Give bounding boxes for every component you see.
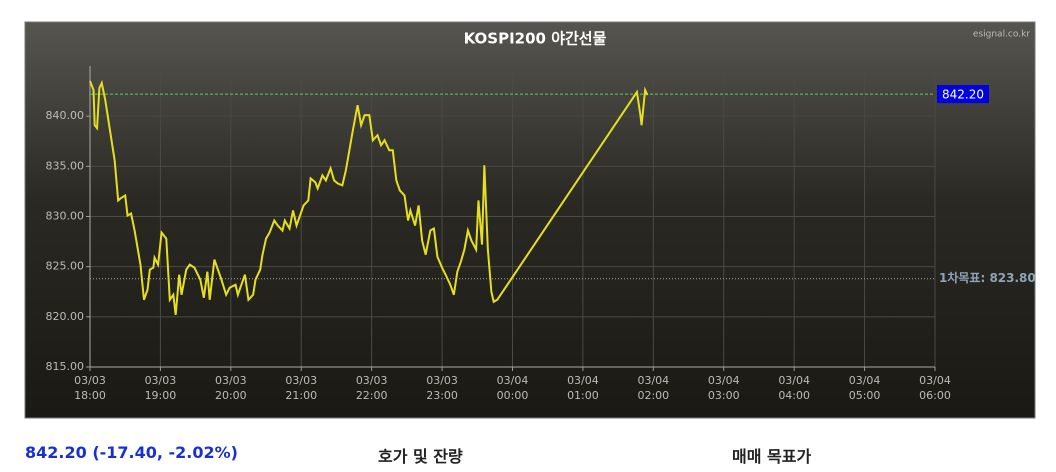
x-tick-time: 03:00 (708, 389, 740, 402)
y-tick-label: 830.00 (46, 210, 85, 223)
x-tick-date: 03/04 (919, 374, 951, 387)
x-tick-date: 03/04 (778, 374, 810, 387)
x-tick-time: 00:00 (497, 389, 529, 402)
target-heading: 매매 목표가 (732, 447, 812, 466)
y-tick-label: 825.00 (46, 260, 85, 273)
x-tick-date: 03/03 (145, 374, 177, 387)
x-tick-time: 19:00 (145, 389, 177, 402)
chart-panel (24, 21, 1036, 419)
chart: KOSPI200 야간선물 esignal.co.kr 815.00 820.00… (24, 21, 1036, 419)
x-tick-time: 02:00 (637, 389, 669, 402)
x-tick-time: 23:00 (426, 389, 458, 402)
x-tick-date: 03/04 (637, 374, 669, 387)
price-line (89, 79, 649, 315)
x-tick-time: 21:00 (285, 389, 317, 402)
x-tick-time: 22:00 (356, 389, 388, 402)
quote: 842.20 (-17.40, -2.02%) (25, 443, 238, 462)
x-tick-date: 03/03 (74, 374, 106, 387)
chart-title: KOSPI200 야간선물 (464, 30, 607, 48)
x-tick-date: 03/03 (215, 374, 247, 387)
orderbook-heading: 호가 및 잔량 (378, 447, 463, 466)
x-tick-date: 03/03 (426, 374, 458, 387)
x-tick-date: 03/03 (356, 374, 388, 387)
x-tick-time: 04:00 (778, 389, 810, 402)
x-tick-time: 20:00 (215, 389, 247, 402)
x-tick-date: 03/04 (849, 374, 881, 387)
y-tick-label: 835.00 (46, 159, 85, 172)
x-tick-time: 18:00 (74, 389, 106, 402)
reference-label: 842.20 (942, 88, 984, 102)
x-tick-date: 03/04 (567, 374, 599, 387)
x-tick-date: 03/03 (285, 374, 317, 387)
y-tick-label: 840.00 (46, 109, 85, 122)
x-tick-time: 01:00 (567, 389, 599, 402)
reference-label: 1차목표: 823.80 (939, 270, 1036, 285)
y-tick-label: 820.00 (46, 310, 85, 323)
source: esignal.co.kr (973, 30, 1030, 40)
x-tick-time: 06:00 (919, 389, 951, 402)
x-tick-time: 05:00 (849, 389, 881, 402)
x-tick-date: 03/04 (708, 374, 740, 387)
x-tick-date: 03/04 (497, 374, 529, 387)
y-tick-label: 815.00 (46, 360, 85, 373)
reference-box (937, 85, 989, 104)
